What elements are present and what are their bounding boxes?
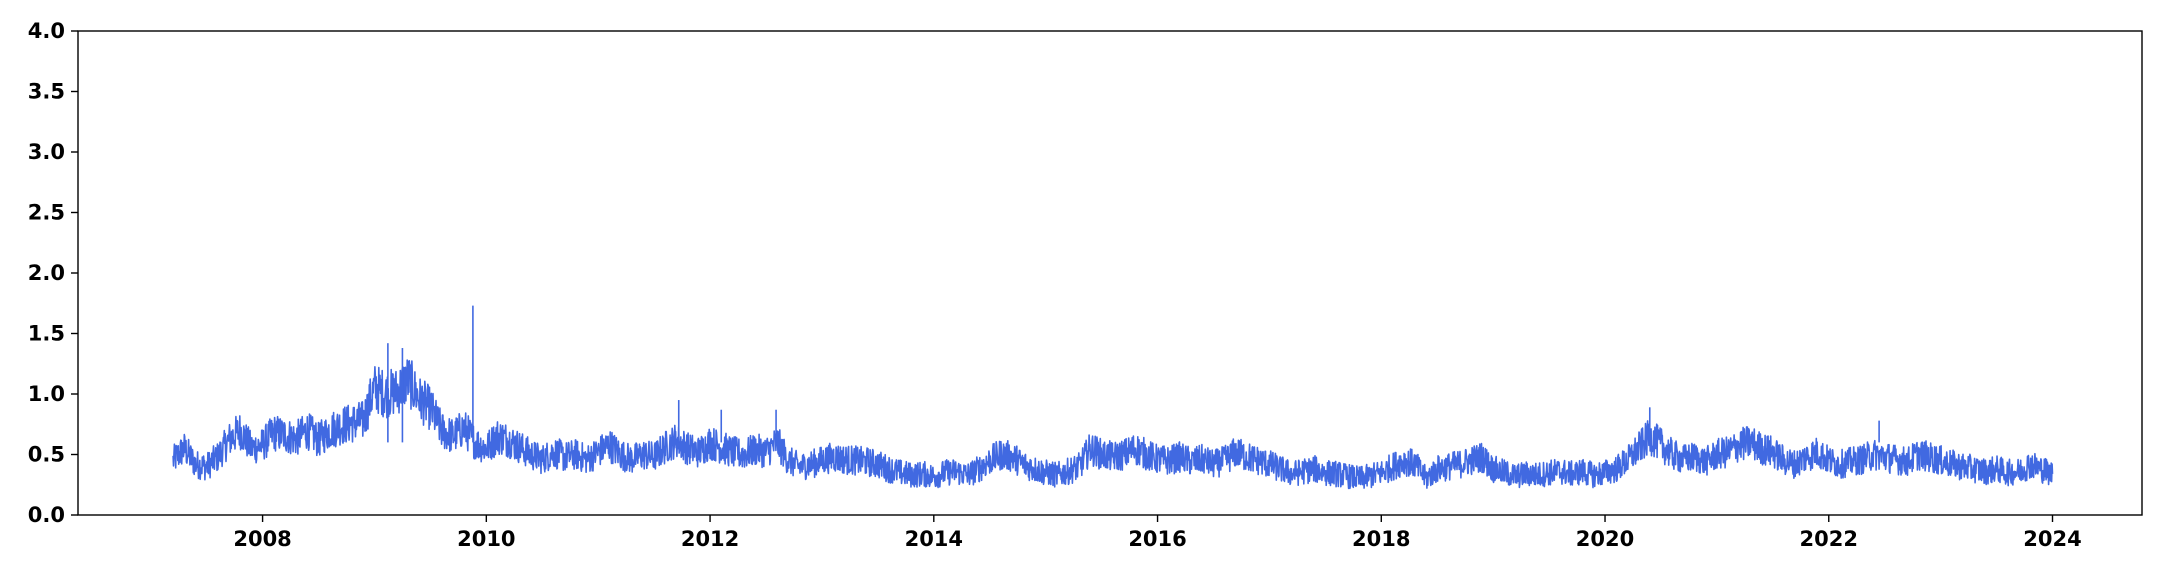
tick-layer: 2008 2010 2012 2014 2016 2018 2020 2022 2024 0.0 0… (28, 19, 2082, 551)
y-tick-label: 4.0 (28, 19, 65, 43)
x-tick-label: 2012 (681, 527, 739, 551)
series-line (172, 359, 2054, 490)
x-tick-label: 2022 (1800, 527, 1858, 551)
y-tick-label: 1.5 (28, 322, 65, 346)
y-tick-label: 2.5 (28, 201, 65, 225)
x-tick-label: 2020 (1576, 527, 1634, 551)
y-tick-label: 3.5 (28, 80, 65, 104)
y-tick-label: 0.0 (28, 503, 65, 527)
series-layer (172, 305, 2054, 490)
y-tick-label: 1.0 (28, 382, 65, 406)
x-tick-label: 2018 (1352, 527, 1410, 551)
plot-area-frame (77, 30, 2143, 516)
y-tick-label: 3.0 (28, 140, 65, 164)
x-tick-label: 2014 (905, 527, 963, 551)
y-tick-label: 0.5 (28, 443, 65, 467)
x-tick-label: 2010 (457, 527, 515, 551)
x-tick-label: 2024 (2023, 527, 2081, 551)
x-tick-label: 2016 (1128, 527, 1186, 551)
y-tick-label: 2.0 (28, 261, 65, 285)
x-tick-label: 2008 (233, 527, 291, 551)
